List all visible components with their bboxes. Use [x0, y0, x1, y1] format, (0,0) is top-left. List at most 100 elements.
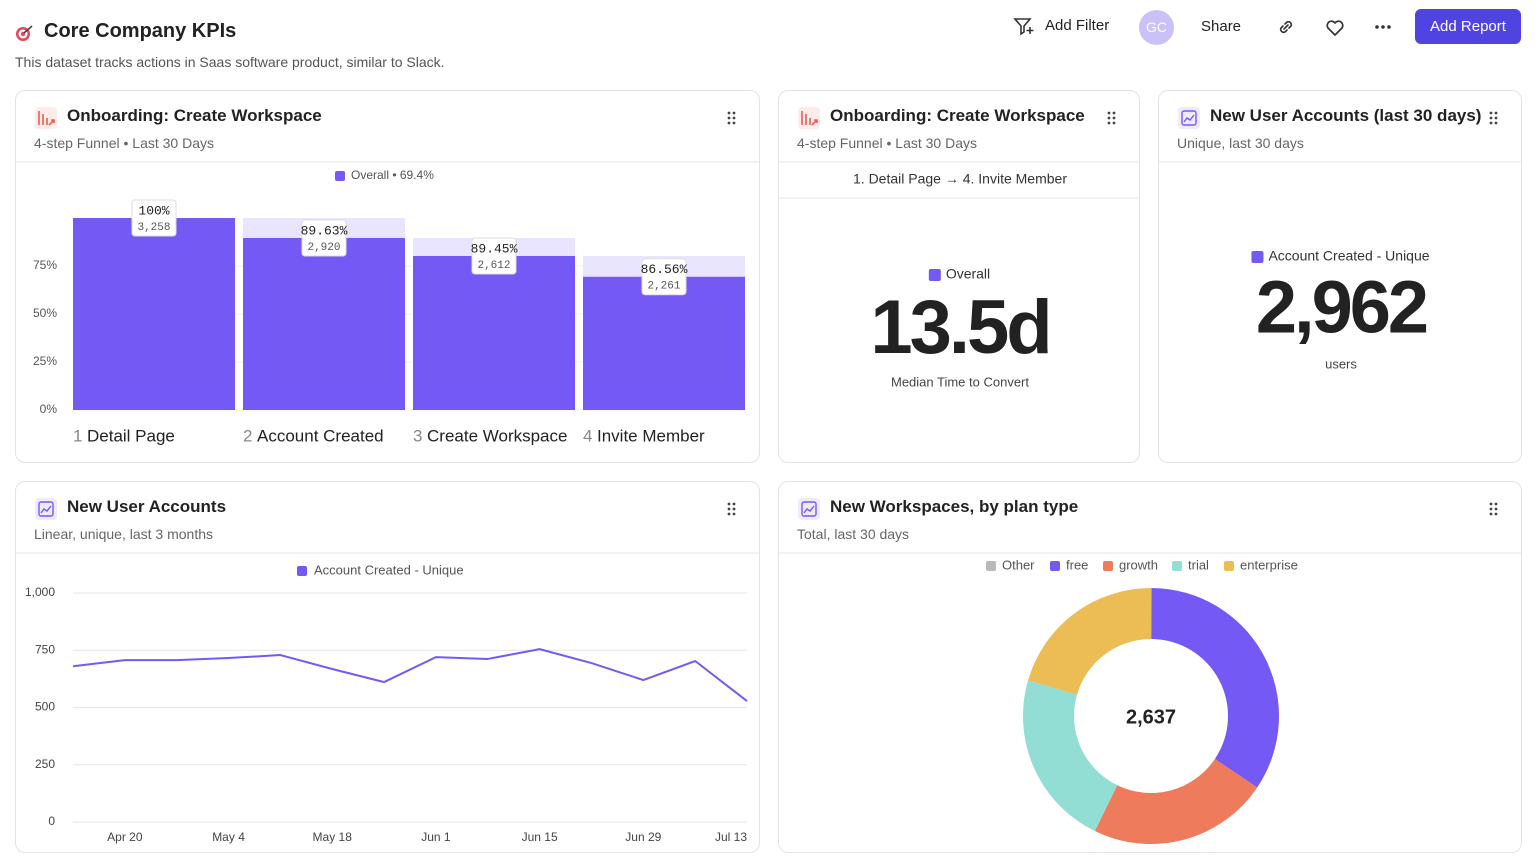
bar: [243, 237, 405, 410]
metric-value: 13.5d: [870, 285, 1049, 370]
card-menu[interactable]: [1489, 111, 1498, 125]
menu-dot: [1489, 512, 1493, 516]
card-subtitle: Total, last 30 days: [797, 526, 910, 542]
y-tick-label: 500: [35, 700, 55, 714]
card-title: New Workspaces, by plan type: [830, 497, 1079, 516]
menu-dot: [1494, 116, 1498, 120]
card-menu[interactable]: [727, 111, 736, 125]
menu-dot: [1494, 507, 1498, 511]
card-icon: [798, 498, 820, 520]
link-button[interactable]: [1276, 17, 1296, 37]
menu-dot: [1489, 502, 1493, 506]
legend-swatch: [928, 269, 941, 281]
menu-dot: [1107, 116, 1111, 120]
bar-label-box: [301, 219, 347, 257]
x-tick-label: Create Workspace: [427, 426, 567, 445]
menu-dot: [1494, 512, 1498, 516]
dashboard-subtitle: This dataset tracks actions in Saas soft…: [15, 54, 445, 70]
y-tick-label: 0: [48, 814, 55, 828]
legend-swatch: [1251, 251, 1264, 263]
card-icon: [35, 107, 57, 129]
menu-dot: [732, 116, 736, 120]
legend-label: Account Created - Unique: [1268, 248, 1429, 264]
y-tick-label: 1,000: [25, 585, 55, 599]
card-menu[interactable]: [1107, 111, 1116, 125]
icon-shape: [38, 111, 55, 126]
x-tick-label: Apr 20: [107, 830, 143, 844]
legend-swatch: [1224, 561, 1234, 571]
card-canvas: 1. Detail Page → 4. Invite Member Overall…: [779, 107, 1139, 389]
card-icon: [798, 107, 820, 129]
x-tick-label: May 4: [212, 830, 245, 844]
menu-dot: [1112, 116, 1116, 120]
menu-dot: [1112, 121, 1116, 125]
menu-dot: [732, 507, 736, 511]
card: Account Created - Unique 2,962 users New Us…: [1158, 90, 1522, 463]
menu-dot: [727, 111, 731, 115]
legend-swatch: [1103, 561, 1113, 571]
step-number: 2: [243, 426, 252, 445]
card: Other free growth trial enterprise 2,637 New W…: [778, 481, 1522, 853]
x-tick-label: Jun 15: [522, 830, 558, 844]
card-menu[interactable]: [1489, 502, 1498, 516]
conversion-label: 86.56%: [641, 262, 688, 277]
legend-swatch: [1050, 561, 1060, 571]
card-title: New User Accounts (last 30 days): [1210, 106, 1482, 125]
y-tick-label: 250: [35, 757, 55, 771]
menu-dot: [732, 512, 736, 516]
icon-frame: [38, 501, 54, 517]
menu-dot: [727, 512, 731, 516]
menu-dot: [727, 507, 731, 511]
add-report-button[interactable]: Add Report: [1415, 9, 1521, 44]
menu-dot: [727, 116, 731, 120]
dashboard-title: Core Company KPIs: [44, 20, 237, 42]
icon-shape: [40, 505, 52, 514]
card-subtitle: Unique, last 30 days: [1177, 135, 1304, 151]
metric-caption: Median Time to Convert: [891, 374, 1029, 389]
menu-dot: [1494, 121, 1498, 125]
card: 1. Detail Page → 4. Invite Member Overall…: [778, 90, 1140, 463]
step-number: 1: [73, 426, 82, 445]
menu-dot: [727, 502, 731, 506]
icon-shape: [803, 505, 815, 514]
menu-dot: [732, 111, 736, 115]
y-tick-label: 75%: [33, 258, 57, 272]
count-label: 2,920: [307, 242, 340, 254]
menu-dot: [1489, 116, 1493, 120]
legend-label: Account Created - Unique: [314, 562, 464, 577]
more-button[interactable]: [1374, 20, 1394, 34]
menu-dot: [732, 502, 736, 506]
share-button[interactable]: Share: [1201, 18, 1242, 35]
x-tick-label: Detail Page: [87, 426, 175, 445]
icon-bg: [798, 498, 820, 520]
x-tick-label: Jun 1: [421, 830, 451, 844]
bar-label-box: [641, 258, 687, 296]
legend-swatch: [297, 566, 307, 576]
card-menu[interactable]: [727, 502, 736, 516]
legend-label: Overall • 69.4%: [351, 168, 434, 182]
icon-shape: [801, 111, 818, 126]
avatar[interactable]: GC: [1139, 10, 1174, 45]
card-canvas: Account Created - Unique 2,962 users: [1159, 107, 1521, 371]
legend-swatch: [1172, 561, 1182, 571]
conversion-label: 100%: [138, 203, 169, 218]
legend-label: enterprise: [1240, 557, 1298, 572]
x-tick-label: May 18: [313, 830, 353, 844]
icon-shape: [1183, 114, 1195, 123]
x-tick-label: Jul 13: [715, 830, 747, 844]
x-tick-label: Account Created: [257, 426, 384, 445]
favorite-button[interactable]: [1324, 17, 1346, 37]
bar-label-box: [131, 199, 177, 237]
y-tick-label: 0%: [40, 402, 58, 416]
legend-swatch: [335, 171, 345, 181]
y-tick-label: 25%: [33, 354, 57, 368]
card-subtitle: 4-step Funnel • Last 30 Days: [34, 135, 214, 151]
card-title: New User Accounts: [67, 497, 227, 516]
filter-icon[interactable]: [1013, 16, 1035, 36]
card-title: Onboarding: Create Workspace: [67, 106, 322, 125]
conversion-label: 89.63%: [301, 223, 348, 238]
menu-dot: [1107, 111, 1111, 115]
add-filter-button[interactable]: Add Filter: [1045, 17, 1110, 34]
card: 0% 25% 50% 75% Overall • 69.4% 100% 3,258 1 Deta…: [15, 90, 760, 463]
